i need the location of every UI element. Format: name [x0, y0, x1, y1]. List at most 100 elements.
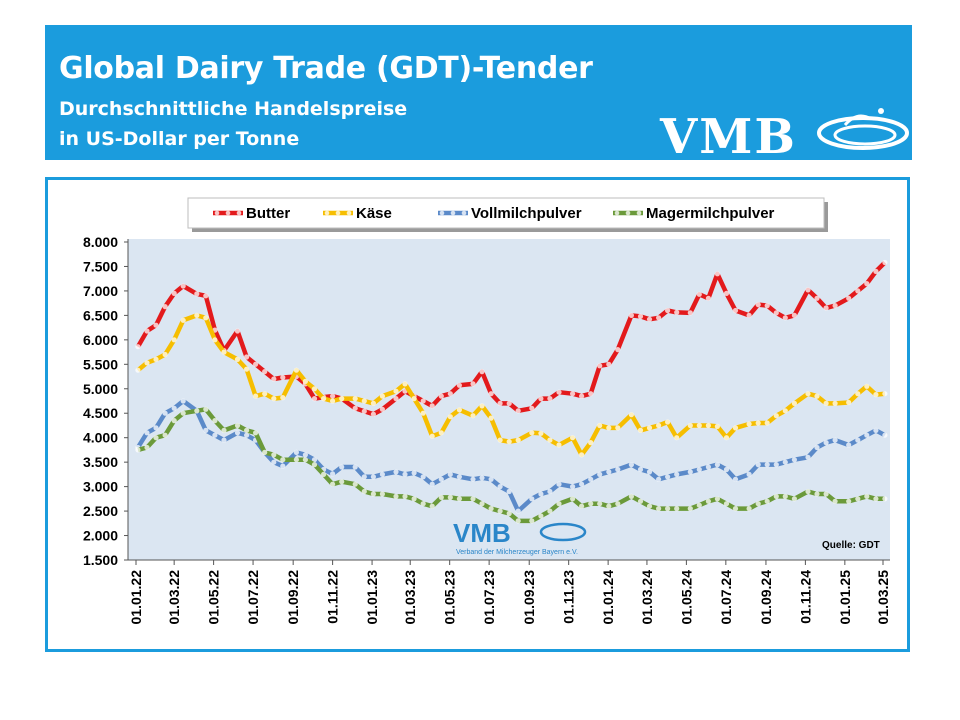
data-point	[171, 405, 177, 411]
data-point	[805, 454, 811, 460]
data-point	[506, 488, 512, 495]
legend-marker	[335, 210, 341, 216]
page-title: Global Dairy Trade (GDT)-Tender	[59, 51, 593, 86]
x-tick-label: 01.03.24	[639, 570, 655, 625]
legend-marker	[636, 210, 642, 216]
legend-marker	[214, 210, 220, 216]
series-magermilchpulver	[135, 406, 888, 524]
data-point	[438, 393, 444, 399]
data-point	[855, 437, 861, 443]
data-point	[171, 418, 177, 424]
data-point	[696, 466, 702, 473]
data-point	[370, 400, 376, 406]
legend-label: Käse	[356, 205, 392, 222]
data-point	[674, 435, 680, 441]
data-point	[262, 369, 268, 375]
data-point	[293, 367, 299, 373]
data-point	[271, 459, 277, 465]
data-point	[538, 430, 544, 436]
data-point	[162, 351, 168, 358]
data-point	[814, 491, 820, 497]
data-point	[379, 471, 385, 477]
data-point	[723, 466, 730, 473]
data-point	[506, 510, 512, 517]
data-point	[665, 307, 671, 314]
y-tick-label: 5.500	[83, 356, 118, 372]
data-point	[597, 471, 603, 477]
data-point	[714, 423, 721, 429]
data-point	[497, 508, 503, 514]
data-point	[832, 400, 838, 406]
x-tick-label: 01.09.22	[285, 570, 301, 625]
x-tick-label: 01.01.24	[600, 570, 616, 625]
data-point	[339, 464, 345, 470]
legend-label: Vollmilchpulver	[471, 205, 582, 222]
data-point	[687, 310, 693, 316]
data-point	[311, 457, 318, 463]
plot-area	[128, 239, 890, 560]
data-point	[846, 442, 852, 448]
data-point	[556, 501, 562, 507]
legend-item-magermilchpulver: Magermilchpulver	[613, 205, 775, 222]
data-point	[330, 393, 336, 399]
data-point	[302, 452, 308, 458]
data-point	[497, 437, 503, 443]
data-point	[665, 474, 671, 480]
data-point	[456, 496, 462, 502]
data-point	[656, 476, 662, 482]
data-point	[628, 312, 635, 318]
data-point	[705, 464, 712, 470]
page-subtitle-line-2: in US-Dollar per Tonne	[59, 128, 300, 150]
data-point	[832, 498, 838, 504]
data-point	[479, 369, 485, 375]
data-point	[746, 312, 752, 318]
data-point	[153, 425, 159, 431]
watermark-swirl-icon	[539, 522, 587, 542]
data-point	[755, 501, 761, 507]
data-point	[782, 459, 788, 465]
data-point	[665, 419, 671, 425]
data-point	[393, 493, 399, 499]
legend-marker	[439, 210, 445, 216]
data-point	[723, 501, 730, 507]
data-point	[746, 421, 752, 427]
data-point	[832, 437, 838, 443]
data-point	[212, 418, 218, 424]
data-point	[547, 396, 553, 402]
x-tick-label: 01.01.22	[128, 570, 144, 625]
legend-label: Butter	[246, 205, 290, 222]
data-point	[194, 408, 200, 414]
data-point	[646, 503, 653, 509]
data-point	[330, 481, 336, 487]
data-point	[805, 287, 811, 293]
y-axis-ticks: 8.000 7.500 7.000 6.500 6.000 5.500 5.000 4.500…	[83, 234, 128, 568]
x-tick-label: 01.09.24	[758, 570, 774, 625]
data-point	[470, 496, 476, 502]
data-point	[515, 437, 521, 443]
data-point	[696, 422, 702, 429]
data-point	[244, 432, 250, 438]
data-point	[529, 430, 535, 436]
x-tick-label: 01.09.23	[521, 570, 537, 625]
legend-marker	[614, 210, 620, 216]
x-tick-label: 01.11.22	[325, 570, 341, 624]
data-point	[556, 389, 562, 395]
x-tick-label: 01.11.23	[561, 570, 577, 624]
data-point	[420, 501, 426, 507]
data-point	[180, 398, 186, 404]
data-point	[791, 496, 798, 502]
data-point	[244, 354, 250, 360]
data-point	[438, 430, 444, 436]
vmb-logo-swirl-icon	[817, 108, 909, 150]
data-point	[656, 506, 662, 512]
data-point	[194, 291, 200, 297]
data-point	[674, 309, 680, 315]
data-point	[321, 471, 327, 477]
data-point	[262, 449, 268, 455]
data-point	[855, 288, 861, 294]
data-point	[823, 305, 829, 311]
y-tick-label: 7.000	[83, 283, 118, 299]
data-point	[606, 425, 612, 431]
data-point	[221, 437, 227, 443]
data-point	[135, 367, 141, 373]
